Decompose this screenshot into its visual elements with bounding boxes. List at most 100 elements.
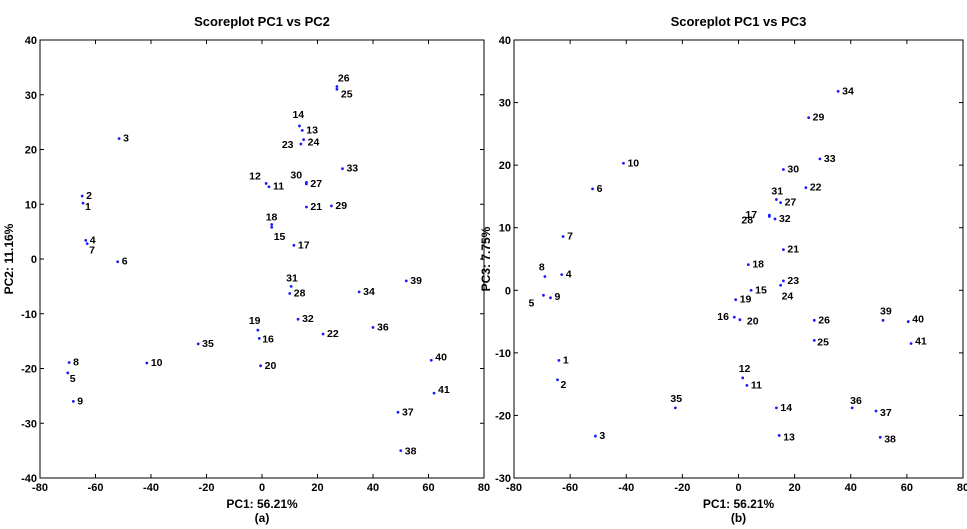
scoreplot-pc1-pc3-panel: Scoreplot PC1 vs PC3-80 -60 -40 -20 0 20 40 60 8…: [479, 14, 967, 525]
data-point: [767, 215, 771, 218]
data-point: [746, 263, 750, 267]
data-point: [774, 406, 778, 410]
x-tick-label: 40: [845, 482, 857, 494]
plot-frame: [39, 39, 485, 479]
y-tick-label: -40: [21, 473, 37, 485]
data-point-label: 23: [282, 139, 294, 151]
x-tick-label: 20: [311, 482, 323, 494]
data-point-label: 11: [273, 181, 284, 193]
data-point-label: 15: [755, 284, 767, 296]
data-point-label: 19: [740, 294, 752, 306]
data-point: [429, 358, 433, 362]
y-tick-label: 30: [499, 98, 511, 110]
data-point: [71, 399, 75, 403]
data-point: [909, 342, 913, 345]
x-tick-label: 40: [367, 482, 379, 494]
data-point: [84, 238, 88, 242]
data-point-label: 11: [751, 379, 762, 391]
data-point: [622, 161, 625, 165]
data-point: [779, 283, 782, 287]
data-point-label: 7: [567, 230, 573, 242]
data-point-label: 20: [747, 316, 759, 328]
data-point-label: 25: [817, 336, 829, 348]
y-tick-label: 30: [25, 90, 37, 102]
data-point: [341, 167, 344, 171]
y-axis-label: PC2: 11.16%: [2, 223, 16, 294]
data-point-label: 34: [363, 286, 375, 298]
data-point: [80, 194, 84, 198]
data-point-label: 10: [151, 357, 163, 369]
y-tick-label: 10: [25, 199, 37, 211]
data-point-label: 40: [912, 314, 924, 326]
data-point: [357, 290, 361, 294]
scoreplot-pc1-pc2-panel: Scoreplot PC1 vs PC2-80 -60 -40 -20 0 20 40 60 8…: [2, 14, 490, 525]
data-point-label: 39: [410, 275, 422, 287]
data-point: [812, 318, 816, 322]
data-point: [117, 137, 121, 140]
data-point: [145, 361, 149, 365]
data-point-label: 4: [566, 269, 572, 281]
data-point-label: 37: [880, 407, 892, 419]
data-point-label: 14: [292, 109, 304, 121]
data-point-label: 40: [435, 351, 447, 363]
data-point-label: 4: [90, 234, 96, 246]
data-point-label: 9: [554, 291, 560, 303]
data-point-label: 15: [274, 231, 286, 243]
data-point: [396, 410, 400, 414]
data-point-label: 35: [202, 338, 214, 350]
x-tick-label: 80: [957, 482, 967, 494]
data-point: [270, 223, 274, 226]
data-point-label: 29: [335, 200, 347, 212]
x-tick-label: -80: [32, 482, 48, 494]
data-point-label: 13: [783, 431, 795, 443]
chart-title: Scoreplot PC1 vs PC3: [671, 14, 807, 29]
y-tick-label: -20: [495, 410, 511, 422]
data-point: [302, 138, 306, 142]
panel-sublabel: (a): [255, 511, 270, 525]
y-tick-label: -30: [21, 418, 37, 430]
y-tick-label: 10: [499, 223, 511, 235]
data-point-label: 2: [86, 190, 92, 202]
y-tick-label: 0: [505, 285, 511, 297]
data-point-label: 2: [560, 379, 566, 391]
data-point: [836, 89, 840, 93]
data-point-label: 39: [880, 305, 892, 317]
data-point-label: 17: [298, 239, 310, 251]
y-tick-label: -10: [495, 348, 511, 360]
data-point-label: 36: [377, 321, 389, 333]
data-point-label: 16: [262, 333, 274, 345]
data-point-label: 24: [308, 137, 320, 149]
data-point: [321, 332, 325, 336]
data-point-label: 27: [310, 178, 322, 190]
data-point: [779, 201, 782, 205]
x-tick-label: 80: [478, 482, 490, 494]
data-point: [289, 284, 293, 288]
data-point-label: 32: [302, 313, 314, 325]
data-point: [878, 435, 882, 439]
x-tick-label: 0: [735, 482, 741, 494]
data-point-label: 18: [266, 212, 278, 224]
data-point-label: 34: [842, 85, 854, 97]
data-point: [782, 168, 785, 171]
data-point-label: 13: [306, 124, 318, 136]
data-point: [561, 235, 565, 238]
data-point: [732, 315, 736, 319]
y-axis-label: PC3: 7.75%: [479, 226, 493, 291]
data-point-label: 22: [810, 182, 822, 194]
data-point: [257, 336, 261, 340]
data-point: [782, 248, 785, 252]
data-point-label: 36: [850, 395, 862, 407]
data-point-label: 41: [915, 335, 927, 347]
data-point-label: 35: [670, 393, 682, 405]
data-point: [591, 187, 594, 191]
data-point: [738, 318, 742, 322]
data-point: [774, 198, 778, 201]
x-tick-label: 60: [901, 482, 913, 494]
data-point-label: 41: [438, 384, 450, 396]
data-point-label: 33: [346, 163, 358, 175]
data-point: [881, 318, 885, 322]
x-tick-label: -40: [143, 482, 159, 494]
data-point: [818, 157, 822, 161]
data-point: [807, 116, 811, 119]
data-point: [741, 376, 745, 380]
